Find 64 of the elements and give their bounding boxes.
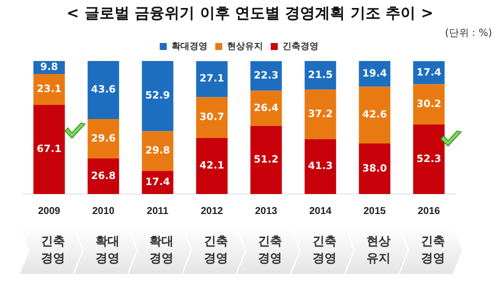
bar — [88, 158, 120, 194]
bar — [413, 124, 445, 194]
legend-label: 확대경영 — [171, 40, 208, 51]
data-label: 41.3 — [308, 161, 333, 172]
legend-label: 긴축경영 — [282, 40, 318, 51]
bar — [250, 126, 282, 194]
bar — [88, 61, 120, 119]
text: 긴축 경영 — [311, 233, 338, 267]
data-label: 52.3 — [416, 154, 442, 165]
legend-label: 현상유지 — [226, 40, 263, 51]
bar — [142, 61, 174, 132]
text: 현상 유지 — [366, 233, 392, 267]
data-label: 22.3 — [254, 70, 278, 82]
bar — [250, 61, 282, 91]
data-label: 30.7 — [200, 112, 224, 124]
text: 확대 경영 — [148, 233, 175, 267]
data-label: 19.4 — [362, 68, 387, 80]
x-tick-label: 2009 — [38, 206, 61, 217]
data-label: 23.1 — [36, 84, 62, 95]
data-label: 37.2 — [308, 108, 333, 120]
data-label: 43.6 — [91, 84, 116, 96]
x-tick-label: 2011 — [146, 206, 169, 217]
data-label: 30.2 — [416, 98, 442, 110]
bar — [413, 84, 445, 124]
chart-title: < 글로벌 금융위기 이후 연도별 경영계획 기조 추이 > — [66, 4, 434, 23]
data-label: 29.8 — [145, 146, 170, 157]
data-label: 26.4 — [254, 102, 278, 114]
bar — [142, 131, 174, 171]
x-tick-label: 2014 — [309, 206, 332, 217]
data-label: 52.9 — [145, 90, 170, 102]
text: (단위 : %) — [444, 27, 492, 40]
bar — [358, 143, 390, 194]
data-label: 21.5 — [308, 70, 333, 81]
text: 긴축 경영 — [420, 233, 446, 267]
data-label: 42.1 — [200, 160, 224, 172]
data-label: 42.6 — [362, 110, 387, 121]
data-label: 26.8 — [91, 170, 116, 182]
bar — [304, 139, 336, 194]
bar — [33, 104, 65, 194]
text: 확대 경영 — [94, 233, 120, 267]
text: 긴축 경영 — [257, 233, 284, 267]
x-tick-label: 2010 — [92, 206, 115, 217]
data-label: 17.4 — [416, 67, 442, 78]
text: 긴축 경영 — [202, 233, 229, 267]
bar — [196, 138, 228, 194]
data-label: 38.0 — [362, 163, 387, 174]
bar — [196, 97, 228, 138]
data-label: 27.1 — [200, 74, 224, 85]
text: 긴축 경영 — [40, 233, 66, 267]
data-label: 51.2 — [254, 154, 278, 166]
bar — [358, 86, 390, 144]
bar — [88, 118, 120, 158]
data-label: 29.6 — [91, 133, 116, 144]
bar — [33, 74, 65, 105]
x-tick-label: 2013 — [255, 206, 278, 217]
data-label: 9.8 — [40, 62, 58, 74]
bar — [250, 90, 282, 126]
bar — [304, 90, 336, 140]
x-tick-label: 2012 — [200, 206, 224, 217]
bar — [196, 61, 228, 98]
data-label: 67.1 — [36, 144, 62, 155]
x-tick-label: 2016 — [418, 206, 440, 217]
x-tick-label: 2015 — [364, 206, 386, 217]
data-label: 17.4 — [145, 177, 170, 188]
